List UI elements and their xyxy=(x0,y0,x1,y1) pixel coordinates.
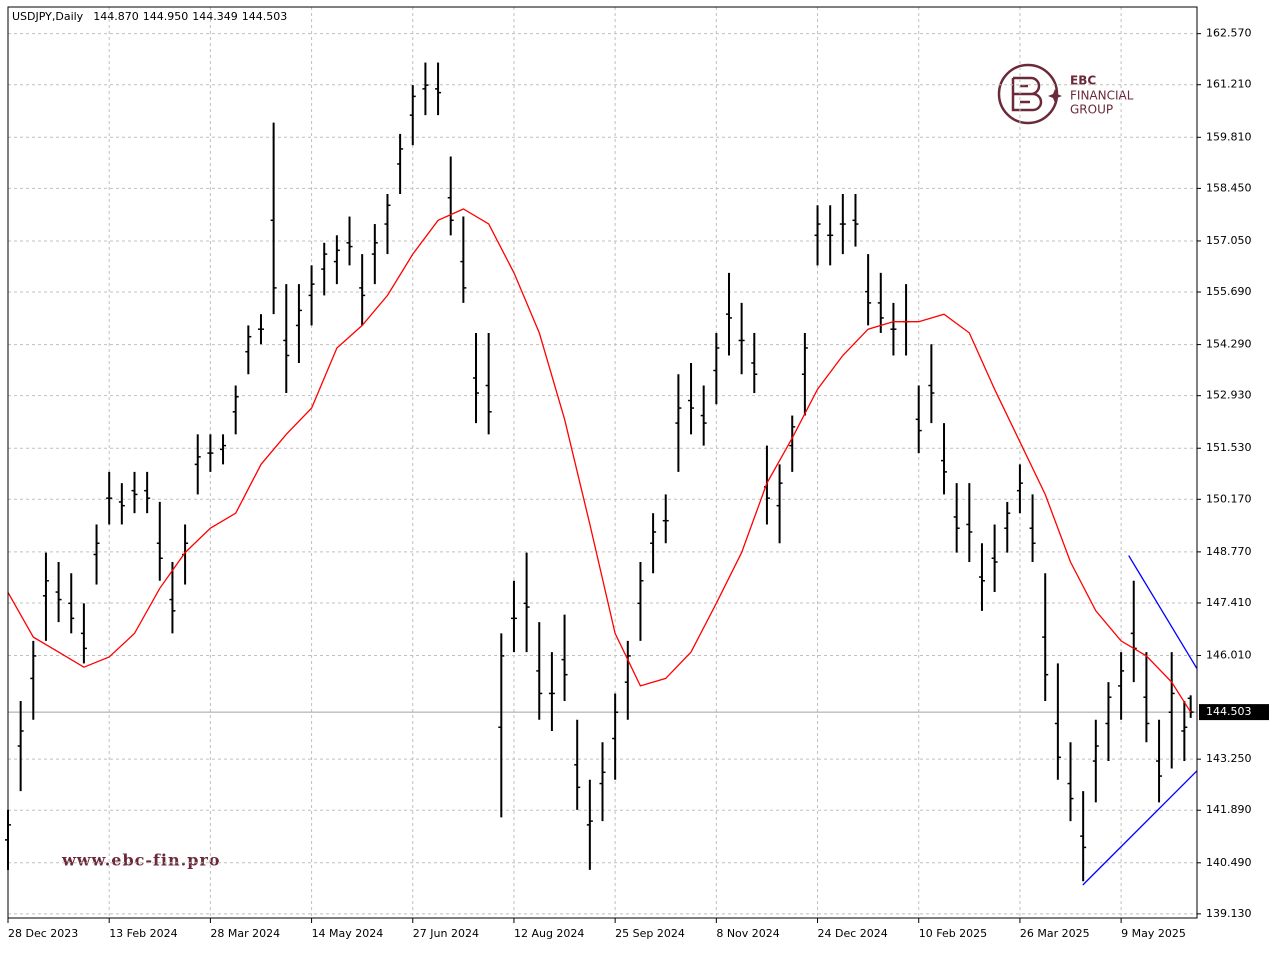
y-tick-label: 147.410 xyxy=(1206,596,1252,609)
logo-line: FINANCIAL xyxy=(1070,89,1134,103)
y-tick-label: 150.170 xyxy=(1206,492,1252,505)
x-tick-label: 8 Nov 2024 xyxy=(716,927,779,940)
header-value: 144.950 xyxy=(143,10,189,23)
header: USDJPY,Daily xyxy=(12,10,84,23)
x-tick-label: 26 Mar 2025 xyxy=(1020,927,1090,940)
x-tick-label: 24 Dec 2024 xyxy=(818,927,888,940)
logo-star xyxy=(1048,89,1062,103)
x-tick-label: 25 Sep 2024 xyxy=(615,927,685,940)
header-value: 144.870 xyxy=(93,10,139,23)
header-value: 144.503 xyxy=(242,10,288,23)
bars xyxy=(5,62,1194,882)
trend-line xyxy=(1082,770,1198,886)
y-tick-label: 162.570 xyxy=(1206,27,1252,40)
logo: EBC FINANCIAL GROUP xyxy=(997,63,1134,125)
header-value: 144.349 xyxy=(192,10,238,23)
logo-line: GROUP xyxy=(1070,103,1113,117)
plot-frame xyxy=(7,6,1198,919)
y-tick-label: 139.130 xyxy=(1206,907,1252,920)
x-tick-label: 13 Feb 2024 xyxy=(109,927,177,940)
y-tick-label: 154.290 xyxy=(1206,338,1252,351)
logo-brand: EBC xyxy=(1070,74,1096,88)
x-tick-label: 9 May 2025 xyxy=(1121,927,1186,940)
y-tick-label: 157.050 xyxy=(1206,234,1252,247)
x-tick-label: 10 Feb 2025 xyxy=(919,927,987,940)
y-tick-label: 158.450 xyxy=(1206,181,1252,194)
website: www.ebc-fin.pro xyxy=(61,851,220,870)
y-tick-label: 141.890 xyxy=(1206,803,1252,816)
chart-title: USDJPY,Daily xyxy=(12,10,84,23)
x-tick-label: 27 Jun 2024 xyxy=(413,927,479,940)
x-tick-label: 14 May 2024 xyxy=(312,927,384,940)
y-tick-label: 146.010 xyxy=(1206,649,1252,662)
y-tick-label: 161.210 xyxy=(1206,78,1252,91)
y-tick-label: 159.810 xyxy=(1206,130,1252,143)
logo-mark xyxy=(1011,76,1043,112)
y-tick-label: 151.530 xyxy=(1206,441,1252,454)
price-label-box xyxy=(1199,704,1269,721)
y-tick-label: 148.770 xyxy=(1206,545,1252,558)
x-tick-label: 28 Dec 2023 xyxy=(8,927,78,940)
moving-average xyxy=(7,208,1192,713)
y-tick-label: 143.250 xyxy=(1206,752,1252,765)
y-tick-label: 152.930 xyxy=(1206,389,1252,402)
y-tick-label: 140.490 xyxy=(1206,856,1252,869)
trend-line xyxy=(1128,555,1198,670)
y-tick-label: 155.690 xyxy=(1206,285,1252,298)
x-tick-label: 12 Aug 2024 xyxy=(514,927,584,940)
x-tick-label: 28 Mar 2024 xyxy=(210,927,280,940)
price-label: 144.503 xyxy=(1206,705,1252,718)
